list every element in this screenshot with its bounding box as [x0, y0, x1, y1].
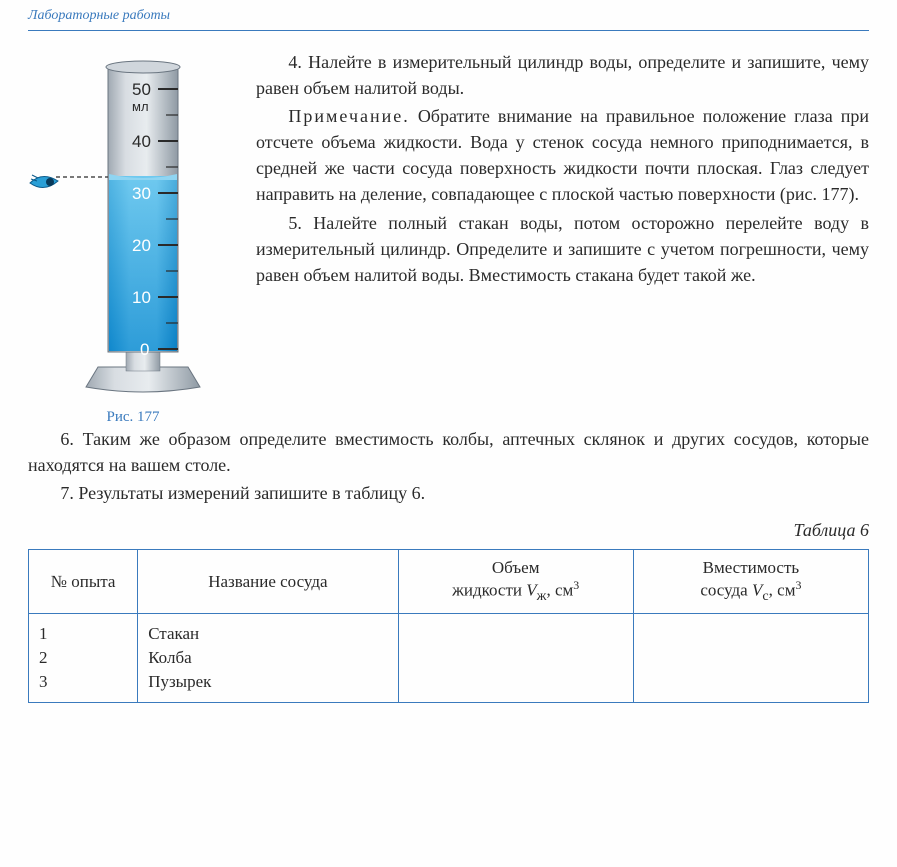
svg-text:0: 0 [140, 340, 149, 359]
svg-text:10: 10 [132, 288, 151, 307]
svg-text:мл: мл [132, 99, 149, 114]
section-header: Лабораторные работы [28, 8, 869, 31]
th-num: № опыта [29, 550, 138, 614]
th-vol-vessel: Вместимость сосуда Vс, см3 [633, 550, 868, 614]
th-name: Название сосуда [138, 550, 398, 614]
th-vol-liquid: Объем жидкости Vж, см3 [398, 550, 633, 614]
cylinder-svg: 50 мл 40 30 20 10 0 [28, 49, 238, 399]
figure-177: 50 мл 40 30 20 10 0 Рис. 177 [28, 49, 238, 426]
paragraph-7: 7. Результаты измерений запишите в табли… [28, 480, 869, 506]
eye-icon [28, 171, 60, 195]
table-row: 1 2 3 Стакан Колба Пузырек [29, 614, 869, 702]
figure-caption: Рис. 177 [28, 409, 238, 426]
svg-text:30: 30 [132, 184, 151, 203]
table-label: Таблица 6 [28, 520, 869, 541]
svg-text:20: 20 [132, 236, 151, 255]
note-label: Примечание. [288, 106, 409, 126]
results-table: № опыта Название сосуда Объем жидкости V… [28, 549, 869, 702]
svg-text:50: 50 [132, 80, 151, 99]
svg-text:40: 40 [132, 132, 151, 151]
paragraph-6: 6. Таким же образом определите вместимос… [28, 426, 869, 478]
